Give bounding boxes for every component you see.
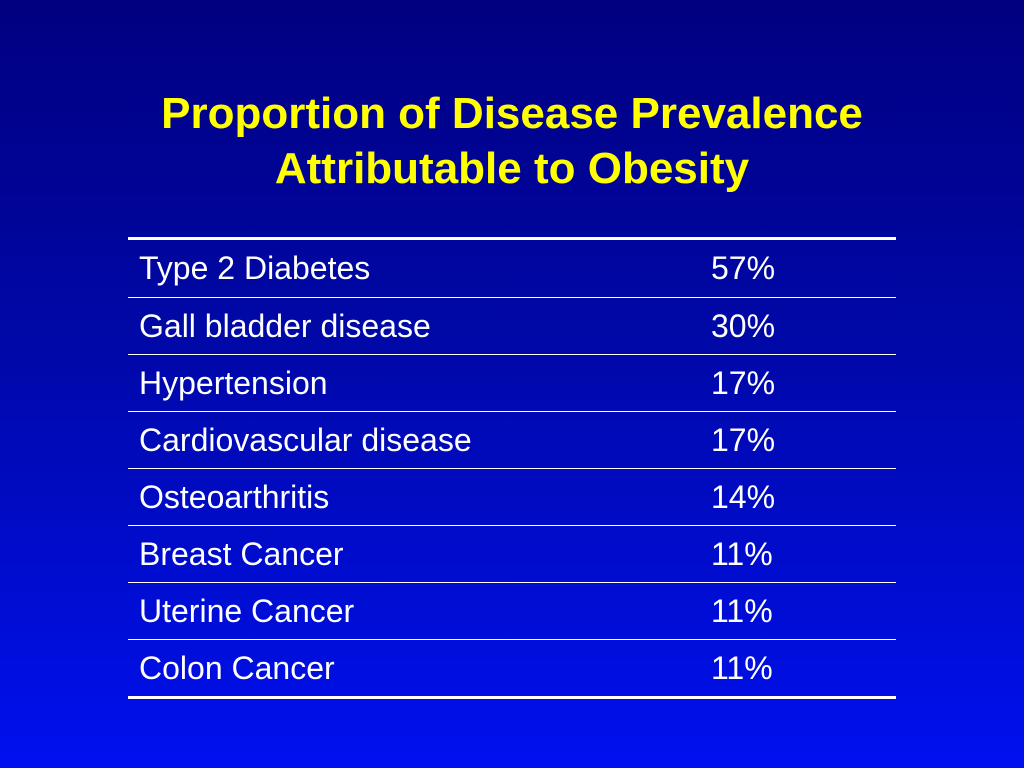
slide-title-line-1: Proportion of Disease Prevalence <box>161 89 863 138</box>
condition-cell: Cardiovascular disease <box>139 422 472 458</box>
table-row: Uterine Cancer 11% <box>128 582 896 639</box>
condition-cell: Uterine Cancer <box>139 593 355 629</box>
percentage-cell: 11% <box>711 650 773 686</box>
condition-cell: Colon Cancer <box>139 650 335 686</box>
table-row: Osteoarthritis 14% <box>128 468 896 525</box>
table-row: Type 2 Diabetes 57% <box>128 240 896 297</box>
condition-cell: Breast Cancer <box>139 536 344 572</box>
percentage-cell: 17% <box>711 422 776 458</box>
percentage-cell: 17% <box>711 365 776 401</box>
condition-cell: Osteoarthritis <box>139 479 330 515</box>
table-row: Gall bladder disease 30% <box>128 297 896 354</box>
condition-cell: Hypertension <box>139 365 328 401</box>
table-row: Hypertension 17% <box>128 354 896 411</box>
percentage-cell: 30% <box>711 308 776 344</box>
prevalence-table: Type 2 Diabetes 57% Gall bladder disease… <box>128 237 896 699</box>
table-row: Cardiovascular disease 17% <box>128 411 896 468</box>
slide-title-line-2: Attributable to Obesity <box>274 144 750 193</box>
slide-title: Proportion of Disease Prevalence Attribu… <box>0 86 1024 196</box>
percentage-cell: 11% <box>711 536 773 572</box>
percentage-cell: 14% <box>711 479 776 515</box>
table-row: Breast Cancer 11% <box>128 525 896 582</box>
percentage-cell: 11% <box>711 593 773 629</box>
percentage-cell: 57% <box>711 250 776 286</box>
condition-cell: Type 2 Diabetes <box>139 250 371 286</box>
condition-cell: Gall bladder disease <box>139 308 431 344</box>
table-row: Colon Cancer 11% <box>128 639 896 696</box>
